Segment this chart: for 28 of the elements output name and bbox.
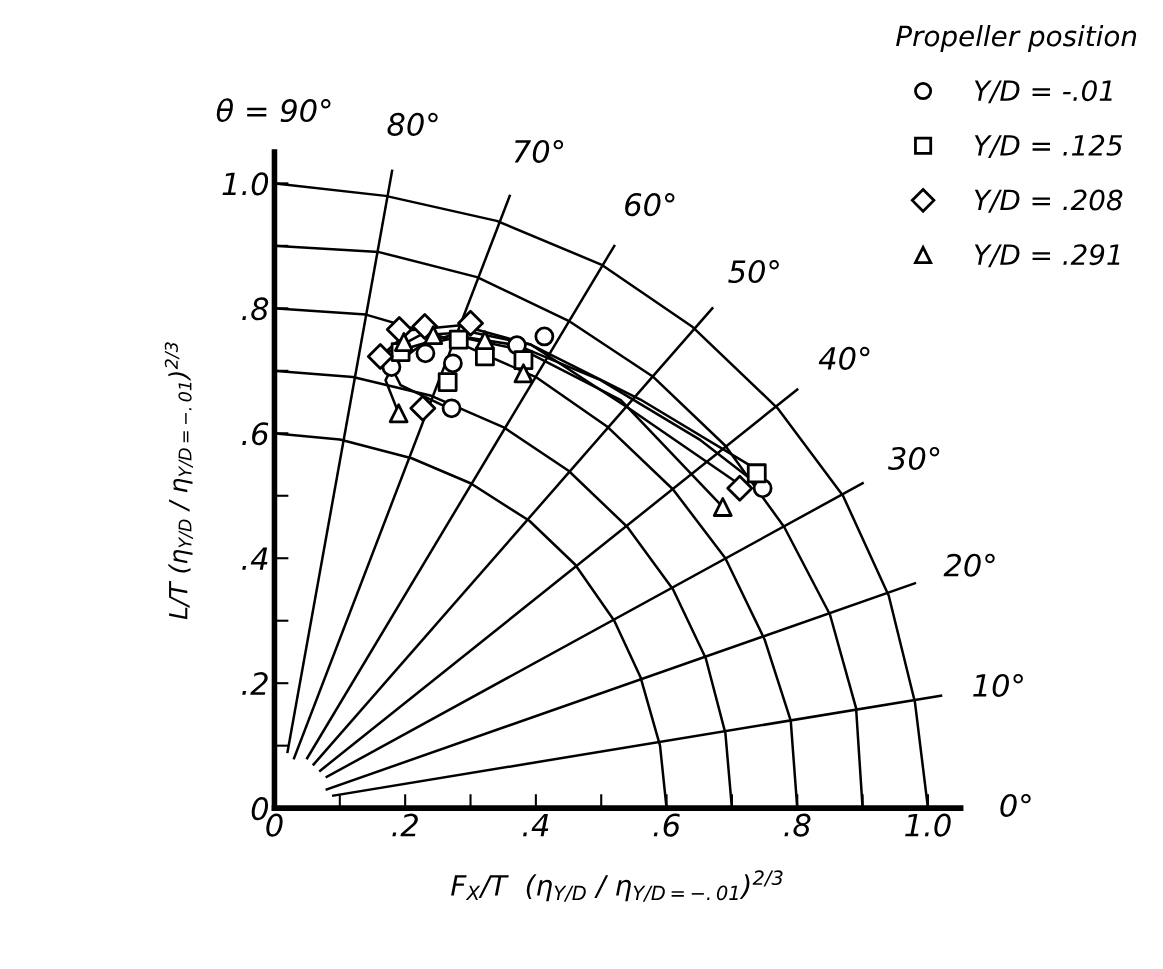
text: θ = 90° [216,98,331,123]
series-label: 10° [973,673,1023,698]
y-tick-label: .8 [242,297,269,321]
series-label: 40° [818,346,870,370]
x-tick-label: .8 [784,813,811,837]
y-tick-label: 1.0 [222,172,269,196]
legend-label: Y/D = .125 [974,134,1123,159]
series-label: 80° [387,112,438,136]
x-tick-label: 1.0 [905,813,951,837]
legend-label: Y/D = .291 [974,244,1120,268]
series-label: 30° [888,446,940,471]
legend-label: Y/D = .208 [974,189,1123,213]
x-tick-label: .4 [523,813,549,837]
legend-title: Propeller position [896,25,1137,52]
series-label: 60° [625,193,675,217]
x-axis-title: F$_{X}$/T (η$_{Y/D}$ / η$_{Y/D=−.01}$)$^{2/3}$ [451,870,783,902]
y-tick-label: 0 [251,797,269,821]
y-tick-label: .4 [242,547,268,570]
text: 0° [1000,793,1031,818]
legend-label: Y/D = -.01 [974,80,1112,104]
series-label: 20° [943,553,995,577]
y-axis-title: L/T (η$_{Y/D}$ / η$_{Y/D=−.01}$)$^{2/3}$ [164,342,194,620]
y-tick-label: .6 [242,422,269,446]
series-label: 50° [728,259,779,284]
series-label: 70° [514,139,564,164]
y-tick-label: .2 [242,672,268,695]
x-tick-label: .6 [653,813,680,837]
x-tick-label: .2 [392,813,418,837]
